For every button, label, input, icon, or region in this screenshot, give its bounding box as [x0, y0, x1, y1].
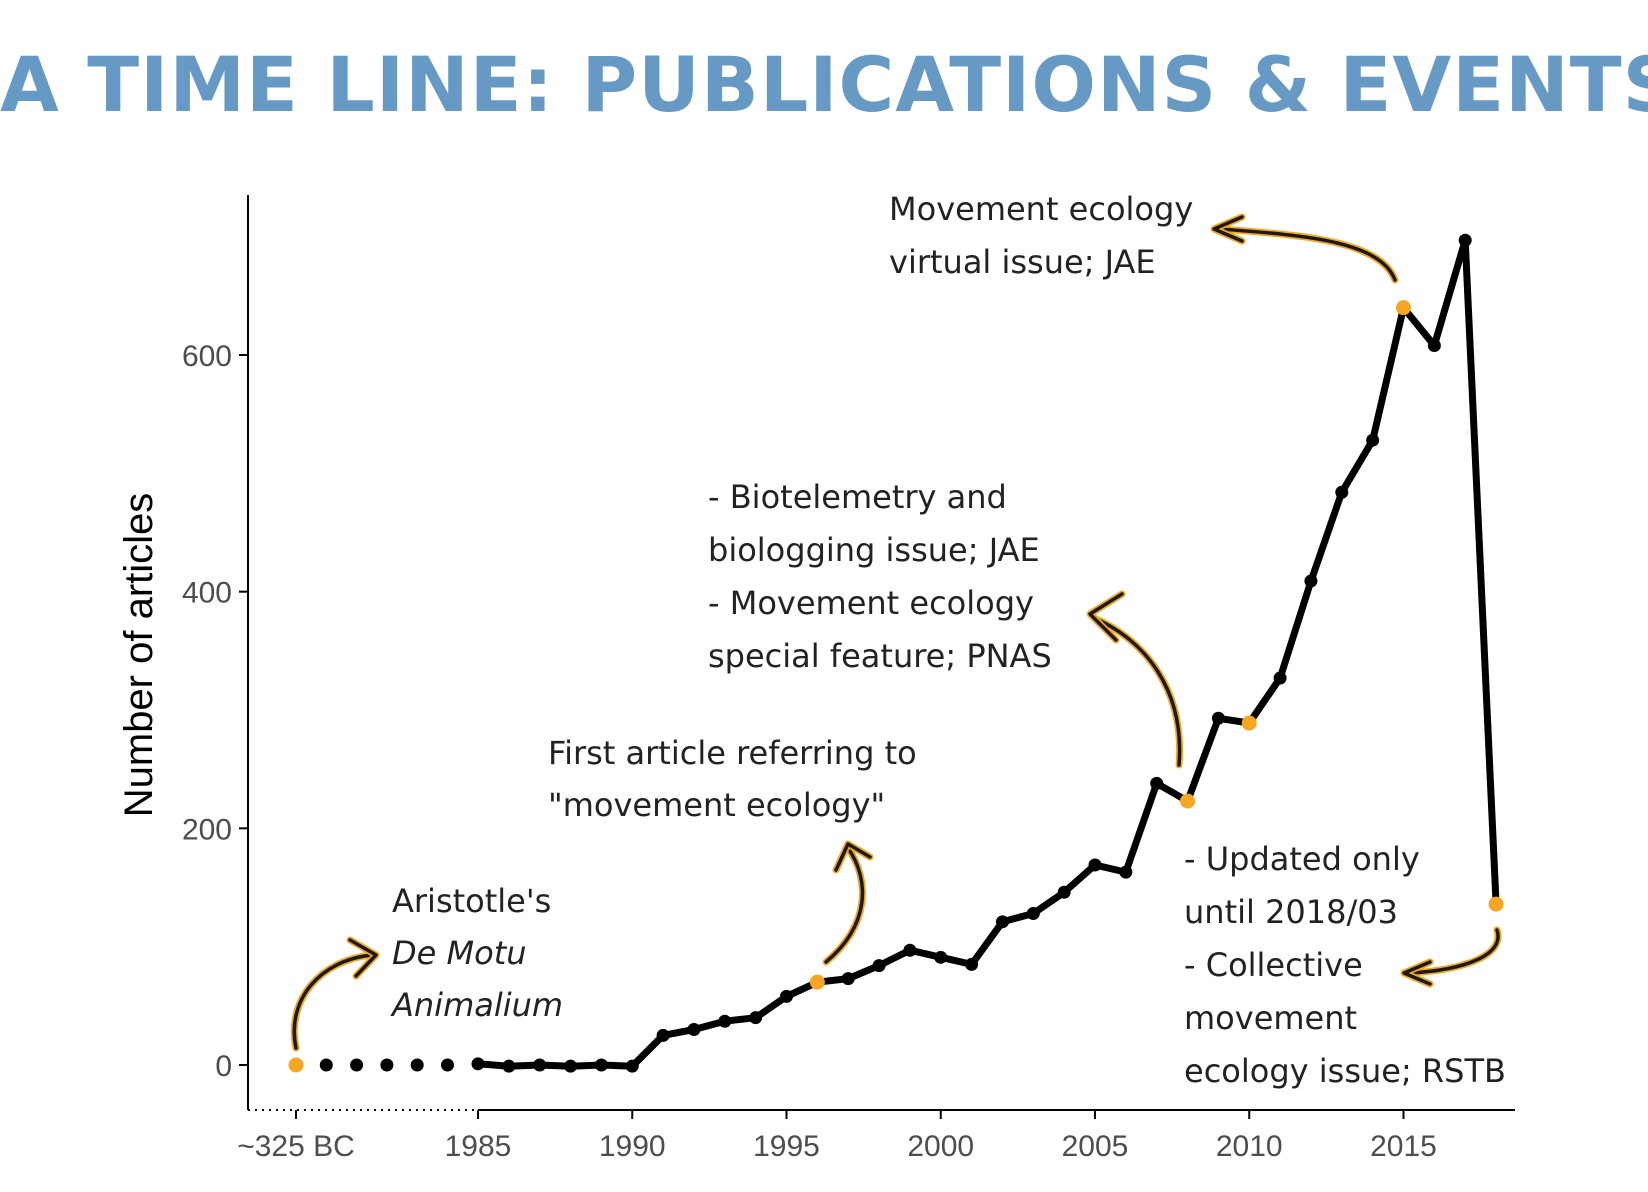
x-tick-label: 2010 [1216, 1130, 1283, 1163]
x-tick-label: 2000 [907, 1130, 974, 1163]
data-point [502, 1059, 516, 1073]
x-tick-label: 2005 [1062, 1130, 1129, 1163]
x-tick-label: 1995 [753, 1130, 820, 1163]
data-point [687, 1023, 701, 1036]
highlight-point [1396, 300, 1411, 316]
data-point [471, 1057, 485, 1071]
data-point [1057, 885, 1071, 899]
annotation-line: - Movement ecology [708, 584, 1034, 622]
data-point [625, 1059, 639, 1073]
highlight-point [809, 974, 825, 990]
page-title: A TIME LINE: PUBLICATIONS & EVENTS [0, 40, 1648, 129]
gap-dot [319, 1058, 333, 1072]
data-point [1335, 485, 1349, 499]
annotation-line: special feature; PNAS [708, 637, 1052, 675]
x-tick-label: 1990 [599, 1130, 666, 1163]
annotation-line: Movement ecology [889, 190, 1193, 228]
data-point [780, 989, 793, 1003]
gap-dot [441, 1058, 454, 1072]
data-point [841, 972, 855, 986]
data-point [1211, 711, 1225, 725]
data-point [1088, 858, 1102, 872]
data-point [533, 1058, 547, 1072]
data-point [1150, 776, 1164, 790]
data-point [749, 1011, 763, 1025]
series [288, 233, 1504, 1073]
arrows [290, 213, 1502, 1052]
data-point [872, 959, 886, 973]
annotation-line: biologging issue; JAE [708, 531, 1040, 569]
annotation-line: Aristotle's [392, 882, 551, 920]
annotation-line: virtual issue; JAE [889, 243, 1156, 281]
y-tick-label: 600 [182, 340, 232, 373]
highlight-point [1488, 896, 1504, 912]
annotation-line: First article referring to [548, 734, 917, 772]
gap-dot [380, 1058, 394, 1072]
data-point [1458, 233, 1472, 247]
gap-dot [350, 1058, 364, 1072]
data-point [594, 1058, 608, 1072]
annotation-arrow [290, 936, 380, 1052]
x-tick-label: ~325 BC [237, 1130, 355, 1163]
annotations: Aristotle's De Motu Animalium First article… [390, 190, 1506, 1090]
annotation-line: until 2018/03 [1184, 893, 1398, 931]
annotation-virtual-issue: Movement ecology virtual issue; JAE [889, 190, 1193, 281]
data-point [965, 957, 979, 971]
gap-dot [410, 1058, 424, 1072]
annotation-line: "movement ecology" [548, 786, 885, 824]
data-point [1366, 433, 1380, 447]
annotation-aristotle: Aristotle's De Motu Animalium [390, 882, 563, 1024]
highlight-point [1241, 715, 1257, 731]
annotation-line: - Collective [1184, 946, 1363, 984]
series-line [474, 236, 1500, 1070]
annotation-line: Animalium [390, 986, 563, 1024]
annotation-line: ecology issue; RSTB [1184, 1052, 1506, 1090]
y-tick-label: 0 [215, 1050, 232, 1083]
x-tick-label: 1985 [445, 1130, 512, 1163]
data-point [1427, 339, 1441, 353]
data-point [718, 1014, 732, 1028]
annotation-line: De Motu [392, 934, 527, 972]
annotation-biotelemetry: - Biotelemetry and biologging issue; JAE -… [708, 478, 1052, 675]
annotation-line: - Updated only [1184, 840, 1420, 878]
annotation-line: movement [1184, 999, 1357, 1037]
data-point [1026, 907, 1040, 921]
data-point [1119, 865, 1133, 879]
y-tick-label: 200 [182, 813, 232, 846]
ticks: 0 200 400 600 ~325 BC 1985 1990 1995 2000 2005 201… [182, 340, 1437, 1163]
data-point [656, 1028, 670, 1042]
data-point [1304, 574, 1318, 588]
y-axis-label: Number of articles [117, 493, 161, 818]
data-point [995, 915, 1009, 929]
annotation-first-article: First article referring to "movement ecol… [548, 734, 917, 824]
highlight-point [288, 1057, 304, 1073]
annotation-updated: - Updated only until 2018/03 - Collective m… [1184, 840, 1506, 1090]
annotation-line: - Biotelemetry and [708, 478, 1007, 516]
annotation-arrow [1086, 590, 1184, 769]
data-point [1273, 671, 1287, 685]
data-point [564, 1059, 578, 1073]
annotation-arrow [1210, 213, 1399, 284]
x-tick-label: 2015 [1370, 1130, 1437, 1163]
data-point [934, 950, 948, 964]
axes [247, 195, 1515, 1111]
y-tick-label: 400 [182, 577, 232, 610]
highlight-point [1180, 793, 1196, 809]
data-point [903, 943, 917, 957]
annotation-arrow [822, 840, 874, 966]
annotation-arrow [1400, 926, 1502, 988]
